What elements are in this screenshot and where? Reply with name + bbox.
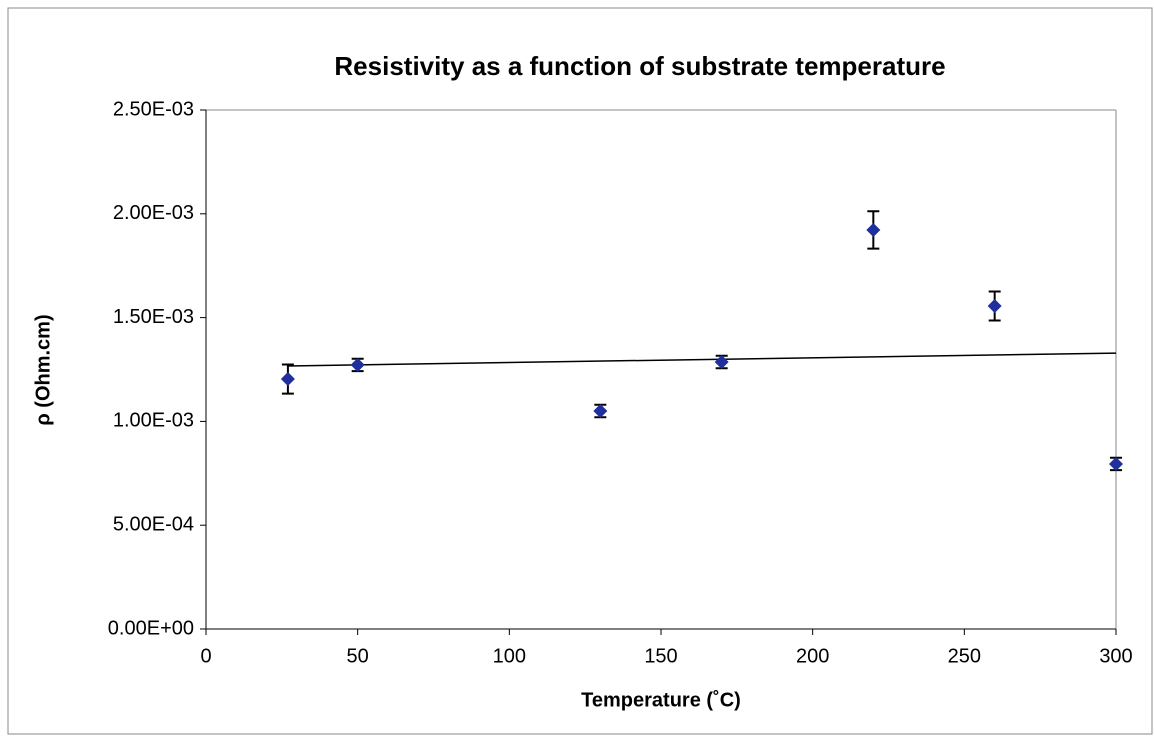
data-point — [593, 404, 608, 419]
data-point — [987, 298, 1002, 313]
y-tick-label: 1.00E-03 — [113, 410, 194, 432]
y-tick-label: 2.50E-03 — [113, 98, 194, 120]
x-tick-label: 50 — [347, 645, 369, 667]
y-tick-label: 5.00E-04 — [113, 513, 194, 535]
y-axis-title: ρ (Ohm.cm) — [32, 314, 54, 425]
data-point — [866, 222, 881, 237]
x-tick-label: 250 — [948, 645, 981, 667]
y-tick-label: 1.50E-03 — [113, 306, 194, 328]
x-tick-label: 100 — [493, 645, 526, 667]
y-tick-label: 2.00E-03 — [113, 202, 194, 224]
x-tick-label: 300 — [1099, 645, 1132, 667]
chart-title: Resistivity as a function of substrate t… — [334, 51, 945, 81]
data-point — [350, 357, 365, 372]
x-tick-label: 0 — [200, 645, 211, 667]
chart-frame — [7, 7, 1153, 735]
x-tick-label: 150 — [644, 645, 677, 667]
x-axis-title: Temperature (˚C) — [581, 688, 741, 711]
data-point — [714, 355, 729, 370]
x-tick-label: 200 — [796, 645, 829, 667]
y-tick-label: 0.00E+00 — [108, 617, 194, 639]
data-point — [1109, 456, 1123, 471]
trendline — [287, 352, 1117, 367]
data-point — [280, 372, 295, 387]
